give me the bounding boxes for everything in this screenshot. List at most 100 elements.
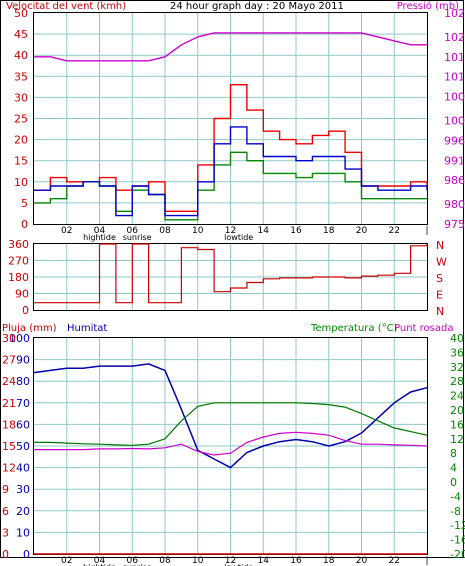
humidity-tick-70: 70	[16, 397, 30, 410]
rain-tick-24: 24	[2, 375, 16, 388]
wind-tick-20: 20	[14, 134, 28, 147]
wind-event-lowtide: lowtide	[224, 233, 253, 242]
temp-tick-28: 28	[450, 375, 464, 388]
rain-tick-15: 15	[2, 440, 16, 453]
temperature-line	[34, 402, 428, 446]
hum-xtick-5: 12	[225, 556, 236, 566]
chart-marks	[33, 32, 428, 555]
temperature-title: Temperatura (°C)	[310, 323, 398, 334]
hum-xtick-1: 04	[94, 556, 106, 566]
rain-tick-0: 0	[2, 548, 9, 561]
graph-title: 24 hour graph day : 20 Mayo 2011	[170, 1, 344, 12]
rain-tick-30: 30	[2, 332, 16, 345]
wind-tick-5: 5	[21, 197, 28, 210]
humidity-tick-0: 0	[23, 548, 30, 561]
hum-xtick-8: 18	[323, 556, 335, 566]
wind-title: Velocitat del vent (kmh)	[6, 1, 126, 12]
temp-tick-16: 16	[450, 418, 464, 431]
rain-tick-3: 3	[2, 526, 9, 539]
pressure-tick-1007: 1007	[444, 91, 465, 104]
rain-tick-18: 18	[2, 418, 16, 431]
wind-xtick-1: 04	[94, 226, 106, 236]
direction-tick-270: 270	[8, 255, 29, 268]
humidity-tick-100: 100	[9, 332, 30, 345]
temp-tick-4: 4	[450, 462, 457, 475]
hum-xtick-11: |	[425, 556, 428, 566]
temp-tick-32: 32	[450, 361, 464, 374]
wind-tick-45: 45	[14, 28, 28, 41]
wind-xtick-4: 10	[192, 226, 204, 236]
temp-tick-8: 8	[450, 447, 457, 460]
humidity-tick-10: 10	[16, 526, 30, 539]
hum-event-lowtide: lowtide	[224, 563, 253, 566]
direction-line	[34, 243, 428, 304]
wind-tick-10: 10	[14, 176, 28, 189]
temp-tick-12: 12	[450, 433, 464, 446]
hum-xtick-3: 08	[159, 556, 171, 566]
temp-tick-0: 0	[450, 476, 457, 489]
humidity-tick-20: 20	[16, 505, 30, 518]
wind-tick-50: 50	[14, 7, 28, 20]
temp-tick--16: -16	[450, 534, 465, 547]
humidity-tick-40: 40	[16, 462, 30, 475]
wind-xtick-2: 06	[127, 226, 139, 236]
wind-tick-0: 0	[21, 218, 28, 231]
wind-tick-35: 35	[14, 70, 28, 83]
temp-tick-40: 40	[450, 332, 464, 345]
wind-event-hightide: hightide	[83, 233, 116, 242]
temp-tick--12: -12	[450, 519, 465, 532]
wind-xtick-11: |	[425, 226, 428, 236]
hum-xtick-4: 10	[192, 556, 204, 566]
hum-xtick-10: 22	[389, 556, 400, 566]
wind-tick-30: 30	[14, 91, 28, 104]
wind-tick-40: 40	[14, 49, 28, 62]
humidity-tick-50: 50	[16, 440, 30, 453]
wind-xtick-8: 18	[323, 226, 335, 236]
hum-event-sunrise: sunrise	[123, 563, 152, 566]
wind-xtick-10: 22	[389, 226, 400, 236]
pressure-tick-975: 975	[444, 218, 465, 231]
wind-xtick-5: 12	[225, 226, 236, 236]
humidity-title: Humitat	[67, 323, 107, 334]
pressure-title: Pressió (mb)	[397, 0, 459, 12]
rain-tick-21: 21	[2, 397, 16, 410]
hum-xtick-6: 14	[258, 556, 270, 566]
rain-tick-12: 12	[2, 462, 16, 475]
temp-tick-20: 20	[450, 404, 464, 417]
pressure-tick-991: 991	[444, 154, 465, 167]
wind-xtick-0: 02	[61, 226, 72, 236]
pressure-tick-980: 980	[444, 198, 465, 211]
rain-tick-9: 9	[2, 483, 9, 496]
compass-label-2: S	[436, 272, 443, 285]
wind-tick-15: 15	[14, 155, 28, 168]
direction-tick-90: 90	[15, 288, 29, 301]
rain-tick-6: 6	[2, 505, 9, 518]
temp-tick--4: -4	[450, 490, 461, 503]
compass-label-1: W	[436, 256, 447, 269]
humidity-tick-60: 60	[16, 418, 30, 431]
tick-labels: 0510152025303540455097598098699199610011…	[2, 7, 465, 566]
pressure-tick-996: 996	[444, 134, 465, 147]
pressure-line	[34, 32, 427, 62]
humidity-tick-30: 30	[16, 483, 30, 496]
wind-xtick-3: 08	[159, 226, 171, 236]
dew-point-title: Punt rosada	[394, 323, 453, 334]
humidity-tick-90: 90	[16, 354, 30, 367]
wind-series-gust	[34, 83, 428, 213]
temp-tick-36: 36	[450, 346, 464, 359]
direction-tick-0: 0	[22, 304, 29, 317]
rain-title: Pluja (mm)	[2, 323, 57, 334]
compass-label-4: N	[436, 305, 444, 318]
temp-tick--8: -8	[450, 505, 461, 518]
humidity-line	[33, 363, 428, 469]
hum-xtick-7: 16	[290, 556, 302, 566]
temp-tick-24: 24	[450, 390, 464, 403]
direction-tick-180: 180	[8, 271, 29, 284]
hum-xtick-0: 02	[61, 556, 72, 566]
hum-xtick-2: 06	[127, 556, 139, 566]
wind-tick-25: 25	[14, 113, 28, 126]
humidity-tick-80: 80	[16, 375, 30, 388]
